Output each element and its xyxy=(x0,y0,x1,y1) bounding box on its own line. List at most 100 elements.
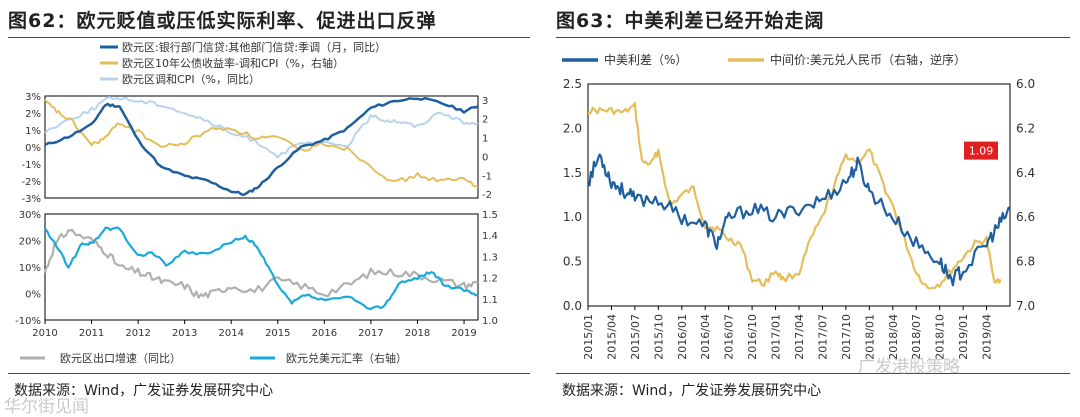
left-tick-0: 2.5 xyxy=(563,77,582,91)
x-tick-group-3: 2015/10 xyxy=(652,314,665,360)
top-series-line-1 xyxy=(44,98,479,188)
x-tick-label-0: 2010 xyxy=(32,328,57,339)
right-tick-2: 6.4 xyxy=(1016,166,1035,180)
legend-label-top-0: 欧元区:银行部门信贷:其他部门信贷:季调（月，同比） xyxy=(122,40,386,54)
right-chart: 中美利差（%） 中间价:美元兑人民币（右轴，逆序） 2.5 2.0 1.5 1.0 0.5 0… xyxy=(562,52,1035,360)
top-left-tick-2: 1% xyxy=(25,126,41,137)
left-source-text: 数据来源：Wind，广发证券发展研究中心 xyxy=(14,383,274,399)
left-tick-3: 1.0 xyxy=(563,210,582,224)
x-tick-label-6: 2016/07 xyxy=(723,314,736,360)
x-tick-label-15: 2018/10 xyxy=(934,314,947,360)
left-tick-4: 0.5 xyxy=(563,255,582,269)
bottom-right-tick-1: 1.4 xyxy=(482,231,498,242)
x-tick-label-2: 2012 xyxy=(125,328,150,339)
series-line-1 xyxy=(587,102,1002,290)
bottom-right-tick-0: 1.5 xyxy=(482,210,498,221)
legend-label-1: 中间价:美元兑人民币（右轴，逆序） xyxy=(770,52,966,67)
x-tick-label-9: 2019 xyxy=(451,328,476,339)
x-tick-group-0: 2015/01 xyxy=(582,314,595,360)
x-tick-group-4: 2016/01 xyxy=(676,314,689,360)
legend-label-top-2: 欧元区调和CPI（%，同比） xyxy=(122,73,260,86)
legend-label-0: 中美利差（%） xyxy=(604,52,687,67)
left-chart-title: 图62：欧元贬值或压低实际利率、促进出口反弹 xyxy=(8,10,437,32)
x-tick-group-14: 2018/07 xyxy=(910,314,923,360)
x-tick-label-3: 2013 xyxy=(172,328,197,339)
x-tick-label-7: 2017 xyxy=(358,328,383,339)
x-tick-group-2: 2015/07 xyxy=(629,314,642,360)
x-tick-label-8: 2018 xyxy=(405,328,430,339)
top-right-tick-1: 2 xyxy=(482,115,488,126)
x-tick-label-3: 2015/10 xyxy=(652,314,665,360)
bottom-right-tick-4: 1.1 xyxy=(482,295,498,306)
top-plot-frame xyxy=(44,95,479,199)
legend-label-bottom-1: 欧元兑美元汇率（右轴） xyxy=(286,351,407,365)
bottom-left-tick-2: 10% xyxy=(19,263,41,274)
top-series-line-0 xyxy=(44,96,479,197)
bottom-left-tick-3: 0% xyxy=(25,290,41,301)
x-tick-label-13: 2018/04 xyxy=(887,314,900,360)
legend-label-bottom-0: 欧元区出口增速（同比） xyxy=(60,351,181,365)
x-tick-label-14: 2018/07 xyxy=(910,314,923,360)
x-tick-label-12: 2018/01 xyxy=(863,314,876,360)
x-tick-group-15: 2018/10 xyxy=(934,314,947,360)
x-tick-label-4: 2014 xyxy=(219,328,244,339)
x-tick-label-17: 2019/04 xyxy=(981,314,994,360)
x-tick-label-6: 2016 xyxy=(312,328,337,339)
x-tick-label-1: 2015/04 xyxy=(605,314,618,360)
right-watermark: 广发港股策略 xyxy=(858,357,960,377)
x-tick-group-7: 2016/10 xyxy=(746,314,759,360)
x-tick-label-7: 2016/10 xyxy=(746,314,759,360)
bottom-plot-frame xyxy=(44,213,479,321)
bottom-right-tick-5: 1.0 xyxy=(482,316,498,327)
right-source-text: 数据来源：Wind，广发证券发展研究中心 xyxy=(562,383,822,399)
bottom-right-tick-2: 1.3 xyxy=(482,252,498,263)
x-tick-group-6: 2016/07 xyxy=(723,314,736,360)
left-tick-5: 0.0 xyxy=(563,299,582,313)
x-tick-label-5: 2015 xyxy=(265,328,290,339)
left-tick-1: 2.0 xyxy=(563,121,582,135)
x-tick-label-0: 2015/01 xyxy=(582,314,595,360)
left-watermark: 华尔街见闻 xyxy=(4,397,89,417)
value-annotation-box xyxy=(964,141,998,160)
x-tick-label-16: 2019/01 xyxy=(957,314,970,360)
right-panel: 图63：中美利差已经开始走阔 中美利差（%） 中间价:美元兑人民币（右轴，逆序） 2… xyxy=(548,0,1080,416)
bottom-right-tick-3: 1.2 xyxy=(482,274,498,285)
bottom-left-tick-0: 30% xyxy=(19,210,41,221)
top-left-tick-6: -3% xyxy=(22,194,41,205)
x-tick-label-5: 2016/04 xyxy=(699,314,712,360)
top-left-tick-3: 0% xyxy=(25,143,41,154)
top-right-tick-4: -1 xyxy=(482,171,492,182)
x-tick-group-9: 2017/04 xyxy=(793,314,806,360)
x-tick-label-1: 2011 xyxy=(79,328,104,339)
top-right-tick-3: 0 xyxy=(482,152,488,163)
right-tick-0: 6.0 xyxy=(1016,77,1035,91)
x-tick-group-12: 2018/01 xyxy=(863,314,876,360)
right-tick-4: 6.8 xyxy=(1016,255,1035,269)
bottom-series-line-0 xyxy=(43,228,479,299)
top-right-tick-5: -2 xyxy=(482,190,492,201)
series-line-0 xyxy=(587,153,1011,287)
top-left-tick-0: 3% xyxy=(25,92,41,103)
legend-label-top-1: 欧元区10年公债收益率-调和CPI（%，右轴） xyxy=(122,56,344,70)
top-right-tick-2: 1 xyxy=(482,134,488,145)
right-title-divider xyxy=(556,37,1070,38)
right-tick-5: 7.0 xyxy=(1016,299,1035,313)
bottom-left-tick-4: -10% xyxy=(15,316,41,327)
left-panel: 图62：欧元贬值或压低实际利率、促进出口反弹 欧元区:银行部门信贷:其他部门信贷… xyxy=(0,0,540,417)
left-title-divider xyxy=(8,37,530,38)
x-tick-label-4: 2016/01 xyxy=(676,314,689,360)
left-source-divider xyxy=(8,373,530,374)
top-left-tick-5: -2% xyxy=(22,177,41,188)
top-series-line-2 xyxy=(44,96,479,159)
x-tick-group-8: 2017/01 xyxy=(770,314,783,360)
top-left-tick-1: 2% xyxy=(25,109,41,120)
right-chart-title: 图63：中美利差已经开始走阔 xyxy=(556,10,825,32)
x-tick-group-1: 2015/04 xyxy=(605,314,618,360)
top-left-tick-4: -1% xyxy=(22,160,41,171)
x-tick-label-8: 2017/01 xyxy=(770,314,783,360)
left-chart: 欧元区:银行部门信贷:其他部门信贷:季调（月，同比） 欧元区10年公债收益率-调和… xyxy=(15,40,498,365)
x-tick-label-10: 2017/07 xyxy=(816,314,829,360)
right-tick-1: 6.2 xyxy=(1016,121,1035,135)
right-source-divider xyxy=(556,373,1070,374)
right-tick-3: 6.6 xyxy=(1016,210,1035,224)
